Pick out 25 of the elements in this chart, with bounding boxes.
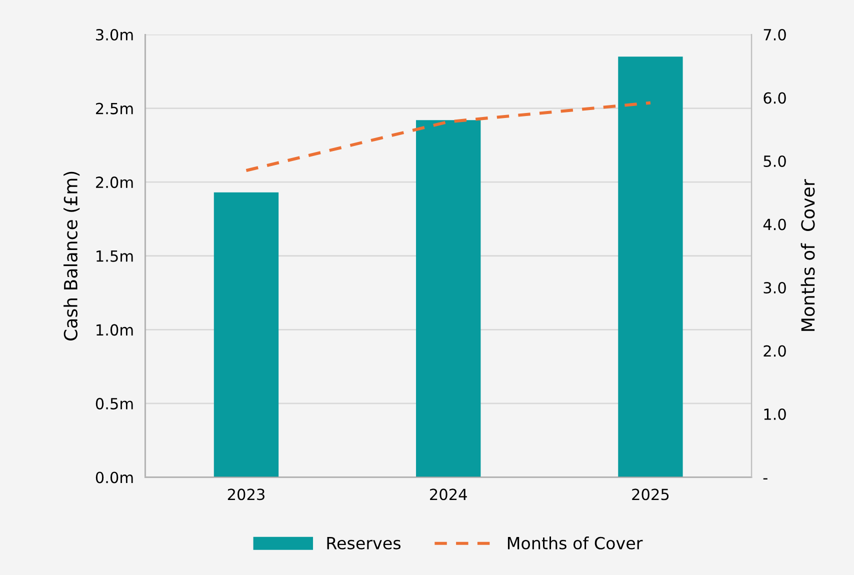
- y2-tick-label: 4.0: [763, 218, 786, 230]
- y-tick-label: 2.5m: [96, 102, 133, 114]
- x-tick-label: 2023: [228, 488, 264, 500]
- x-tick-label: 2025: [632, 488, 669, 500]
- y2-tick-label: 1.0: [764, 408, 786, 420]
- y-tick-label: 1.0m: [96, 324, 133, 336]
- y-tick-label: 0.5m: [96, 398, 133, 410]
- y2-tick-label: -: [763, 478, 768, 480]
- y-tick-label: 0.0m: [96, 472, 133, 484]
- bar: [214, 192, 279, 478]
- y2-tick-label: 3.0: [764, 282, 786, 294]
- legend-label: Months of Cover: [508, 536, 643, 550]
- bar: [618, 56, 683, 478]
- y-tick-label: 2.0m: [96, 176, 133, 188]
- y-tick-label: 3.0m: [96, 28, 133, 41]
- y2-tick-label: 5.0: [764, 155, 786, 168]
- y2-tick-label: 6.0: [764, 92, 786, 104]
- y2-axis-title: Months of Cover: [800, 179, 815, 331]
- x-tick-label: 2024: [430, 488, 467, 500]
- legend-label: Reserves: [327, 537, 401, 550]
- y2-tick-label: 2.0: [764, 345, 786, 357]
- bar: [416, 120, 481, 478]
- y-axis-title: Cash Balance (£m): [64, 172, 80, 340]
- y2-tick-label: 7.0: [764, 28, 786, 41]
- y-tick-label: 1.5m: [96, 250, 133, 262]
